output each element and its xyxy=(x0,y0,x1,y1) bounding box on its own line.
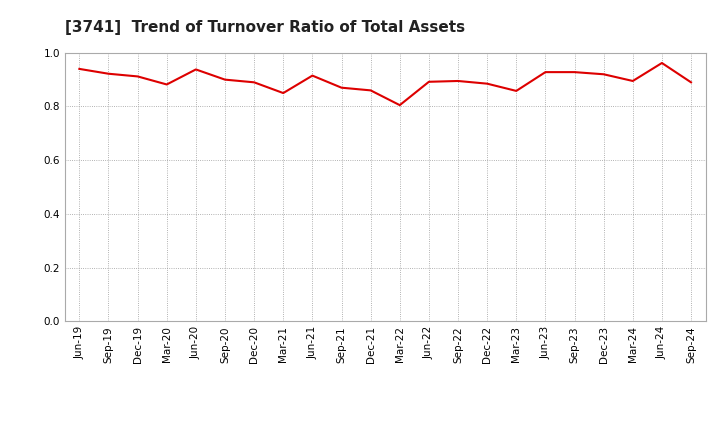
Text: [3741]  Trend of Turnover Ratio of Total Assets: [3741] Trend of Turnover Ratio of Total … xyxy=(65,20,465,35)
